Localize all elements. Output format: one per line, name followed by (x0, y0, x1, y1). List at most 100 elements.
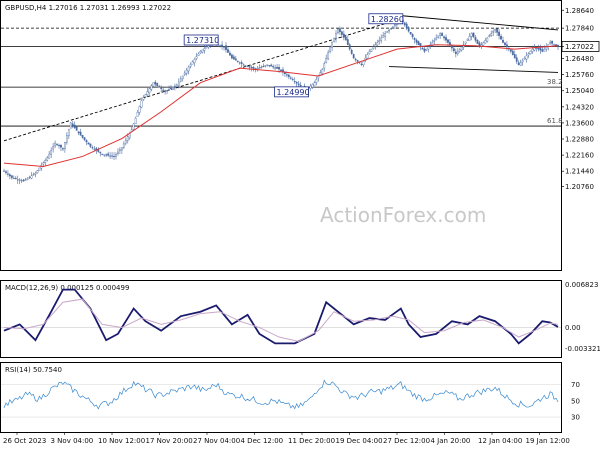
candle-body (81, 135, 84, 138)
candle-body (472, 32, 475, 38)
candle-body (515, 57, 518, 62)
candle-body (77, 131, 80, 134)
candle-body (452, 48, 455, 52)
annotation-box (183, 34, 219, 46)
candlesticks (3, 15, 559, 185)
candle-body (551, 41, 554, 44)
candle-body (476, 40, 479, 44)
candle-body (376, 42, 379, 46)
candle-body (513, 54, 516, 59)
candle-body (323, 63, 326, 69)
candle-body (50, 150, 53, 155)
main-panel-title: GBPUSD,H4 1.27016 1.27031 1.26993 1.2702… (5, 4, 171, 12)
candle-body (519, 62, 522, 66)
candle-body (8, 174, 11, 177)
candle-body (342, 33, 345, 38)
rsi-line: 70 50 30 (1, 379, 580, 422)
time-axis: 26 Oct 2023 3 Nov 04:00 10 Nov 12:00 17 Nov… (3, 432, 570, 445)
trendlines (3, 15, 559, 142)
candle-body (460, 46, 463, 51)
rsi-panel-title: RSI(14) 50.7540 (5, 366, 62, 374)
candle-body (154, 81, 157, 85)
candle-body (533, 46, 536, 51)
candle-body (89, 143, 92, 147)
candle-body (525, 55, 528, 60)
candle-body (511, 50, 514, 55)
price-axis: 1.28640 1.27840 1.27022 1.26480 1.25760 1.250… (561, 7, 600, 191)
candle-body (454, 51, 457, 54)
candle-body (172, 86, 174, 90)
candle-body (360, 64, 363, 66)
candle-body (488, 35, 491, 37)
candle-body (46, 157, 49, 161)
candle-body (152, 82, 155, 87)
fib-level-label: 61.8 (547, 117, 563, 125)
candle-body (415, 39, 418, 43)
candle-body (107, 153, 110, 156)
candle-body (380, 37, 383, 41)
macd-panel-frame (0, 280, 562, 358)
candle-body (362, 61, 365, 65)
candle-body (56, 144, 58, 146)
candle-body (509, 49, 512, 52)
candle-body (189, 64, 192, 67)
candle-body (405, 23, 408, 29)
candle-body (42, 162, 45, 165)
candle-body (158, 86, 161, 88)
candle-body (464, 41, 467, 44)
candle-body (382, 35, 385, 38)
candle-body (64, 142, 66, 149)
candle-body (384, 33, 387, 38)
candle-body (486, 37, 489, 42)
candle-body (199, 51, 202, 54)
candle-body (232, 56, 235, 60)
candle-body (246, 66, 249, 68)
candle-body (26, 178, 29, 180)
candle-body (179, 78, 182, 82)
price-tick-label: 1.20760 (565, 183, 594, 191)
candle-body (545, 46, 548, 50)
trendline (400, 15, 559, 31)
candle-body (227, 49, 229, 53)
candle-body (12, 178, 15, 180)
candle-body (278, 67, 280, 70)
candle-body (466, 38, 469, 41)
price-tick-label: 1.25040 (565, 87, 594, 95)
candle-body (441, 33, 443, 36)
time-tick-label: 19 Jan 12:00 (526, 437, 570, 445)
price-annotations: 1.28260 1.27310 1.24990 (183, 13, 404, 98)
candle-body (18, 179, 21, 181)
candle-body (427, 46, 430, 50)
candle-body (394, 24, 396, 27)
candle-body (496, 28, 498, 33)
annotation-label: 1.27310 (186, 36, 219, 45)
candle-body (335, 33, 337, 39)
time-tick-label: 17 Nov 20:00 (146, 437, 193, 445)
candle-body (14, 177, 17, 180)
candle-body (142, 97, 145, 100)
candle-body (160, 87, 163, 89)
candle-body (191, 61, 194, 65)
candle-body (164, 90, 166, 92)
candle-body (517, 62, 520, 66)
candle-body (16, 179, 19, 181)
candle-body (248, 66, 251, 68)
macd-panel-title: MACD(12,26,9) 0.000125 0.000499 (5, 284, 129, 292)
candle-body (521, 60, 524, 63)
candle-body (170, 87, 172, 89)
candle-body (225, 45, 227, 50)
candle-body (492, 31, 495, 33)
candle-body (24, 179, 27, 181)
candle-body (175, 84, 178, 87)
candle-body (122, 143, 125, 148)
candle-body (236, 60, 239, 62)
candle-body (354, 58, 357, 60)
annotation-label: 1.28260 (371, 15, 404, 24)
candle-body (148, 88, 151, 93)
candle-body (62, 148, 64, 150)
candle-body (65, 135, 68, 143)
candle-body (185, 69, 188, 74)
candle-body (132, 123, 135, 130)
moving-average (3, 44, 559, 168)
candle-body (468, 36, 471, 41)
